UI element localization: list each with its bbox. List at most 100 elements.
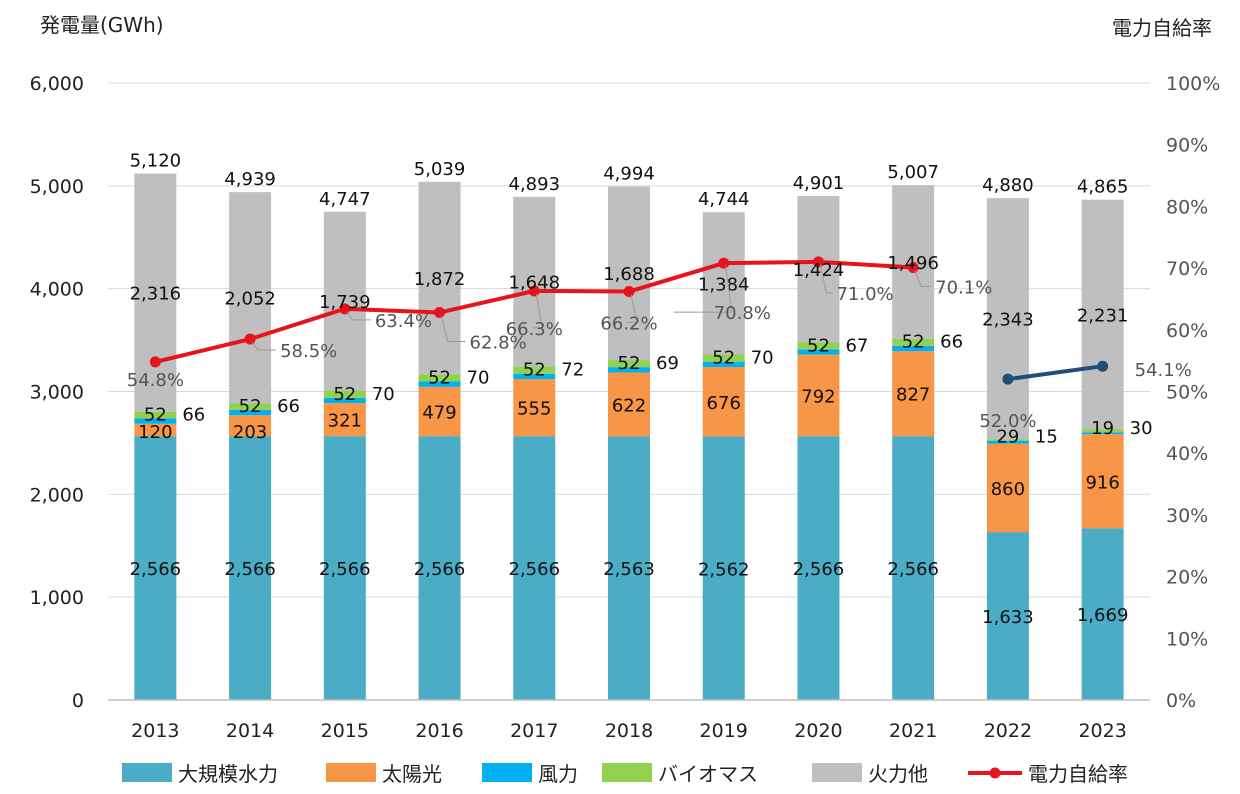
bar-segment [1081, 434, 1124, 529]
legend-label: 太陽光 [382, 762, 442, 786]
bar-segment [513, 436, 556, 700]
leader-line [441, 315, 466, 343]
y-tick-label: 1,000 [30, 587, 84, 609]
data-label-biomass: 15 [1035, 427, 1058, 448]
bar-segment [513, 373, 556, 380]
bar-segment [986, 532, 1029, 700]
data-label-solar: 555 [517, 399, 551, 420]
data-label-total: 4,880 [982, 175, 1034, 196]
y2-tick-label: 80% [1166, 196, 1208, 218]
x-tick-label: 2020 [794, 720, 842, 742]
y-tick-label: 5,000 [30, 176, 84, 198]
data-label-wind: 52 [523, 360, 546, 381]
bar-segment [702, 361, 745, 368]
data-label-hydro: 2,566 [224, 559, 276, 580]
data-label-wind: 52 [239, 396, 262, 417]
data-label-total: 5,120 [130, 150, 182, 171]
data-label-biomass: 72 [561, 360, 584, 381]
line-point [623, 286, 635, 298]
data-label-thermal: 1,496 [887, 253, 939, 274]
data-label-thermal: 2,231 [1077, 305, 1129, 326]
leader-line [673, 266, 733, 313]
data-label-wind: 29 [996, 427, 1019, 448]
bar-segment [418, 181, 461, 375]
self-sufficiency-line [149, 256, 1109, 385]
bar-segment [608, 436, 650, 700]
data-label-percent: 70.1% [935, 277, 992, 298]
data-label-total: 4,865 [1077, 177, 1129, 198]
data-label-percent: 66.2% [600, 314, 657, 335]
x-tick-label: 2018 [605, 720, 653, 742]
leader-line [819, 264, 833, 294]
bar-segment [513, 379, 556, 437]
data-label-thermal: 1,424 [793, 260, 845, 281]
line-point [528, 285, 540, 297]
data-label-wind: 52 [618, 353, 641, 374]
y2-tick-label: 40% [1166, 443, 1208, 465]
data-label-hydro: 2,566 [793, 559, 845, 580]
data-label-biomass: 67 [845, 335, 868, 356]
bar-segment [608, 186, 650, 361]
y-tick-label: 6,000 [30, 73, 84, 95]
legend-label: 風力 [538, 762, 578, 786]
bar-segment [892, 338, 935, 346]
bar-segment [702, 212, 745, 355]
data-label-percent: 66.3% [506, 319, 563, 340]
data-label-solar: 120 [138, 422, 172, 443]
data-label-percent: 71.0% [836, 284, 893, 305]
data-label-thermal: 1,739 [319, 292, 371, 313]
leader-line [251, 341, 277, 351]
y2-tick-label: 30% [1166, 505, 1208, 527]
line-point [434, 307, 446, 319]
bar-segment [134, 173, 177, 412]
data-label-solar: 827 [896, 385, 930, 406]
data-label-biomass: 66 [940, 332, 963, 353]
data-label-total: 4,747 [319, 189, 371, 210]
bar-segment [986, 198, 1029, 440]
data-label-percent: 52.0% [979, 411, 1036, 432]
bar-segment [1081, 432, 1124, 435]
x-tick-label: 2022 [984, 720, 1032, 742]
bar-segment [229, 192, 272, 404]
x-tick-label: 2014 [226, 720, 274, 742]
x-tick-label: 2019 [700, 720, 748, 742]
bar-segment [418, 386, 461, 437]
data-label-solar: 860 [991, 479, 1025, 500]
line-point [1002, 373, 1014, 385]
data-label-solar: 622 [612, 395, 646, 416]
data-label-biomass: 70 [751, 348, 774, 369]
data-label-thermal: 1,688 [603, 264, 655, 285]
bar-segment [323, 390, 366, 398]
data-label-percent: 62.8% [470, 333, 527, 354]
data-label-percent: 70.8% [714, 303, 771, 324]
line-point [718, 257, 730, 269]
data-label-thermal: 2,052 [224, 289, 276, 310]
data-label-biomass: 70 [372, 384, 395, 405]
left-axis-title: 発電量(GWh) [40, 13, 164, 37]
bar-segment [986, 440, 1029, 444]
leader-line [532, 293, 543, 329]
data-label-solar: 676 [707, 393, 741, 414]
y2-tick-label: 60% [1166, 320, 1208, 342]
bar-segment [513, 196, 556, 367]
legend-label: 火力他 [868, 762, 928, 786]
y2-tick-label: 90% [1166, 135, 1208, 157]
legend-label: バイオマス [658, 762, 758, 786]
data-label-wind: 52 [428, 368, 451, 389]
data-label-hydro: 1,669 [1077, 605, 1129, 626]
legend-swatch [812, 763, 862, 782]
bar-segment [229, 436, 272, 700]
data-label-solar: 479 [422, 403, 456, 424]
y-tick-label: 4,000 [30, 279, 84, 301]
leader-line [627, 294, 638, 324]
data-label-hydro: 2,566 [887, 559, 939, 580]
bars [134, 173, 1124, 700]
bar-segment [797, 354, 840, 437]
y2-tick-label: 100% [1166, 73, 1220, 95]
data-label-wind: 52 [144, 404, 167, 425]
bar-segment [134, 418, 177, 424]
data-label-thermal: 1,648 [509, 273, 561, 294]
bar-segment [986, 439, 1029, 441]
line-point [244, 333, 256, 345]
legend-label: 電力自給率 [1028, 762, 1128, 786]
